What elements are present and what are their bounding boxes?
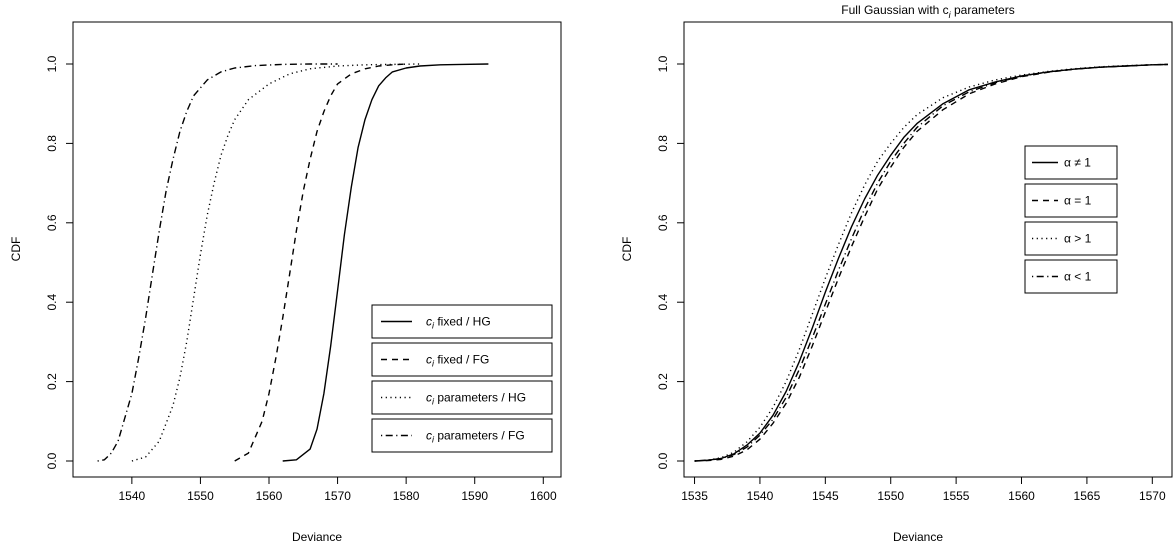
- legend-label: α > 1: [1064, 232, 1092, 246]
- x-axis-label: Deviance: [292, 530, 342, 544]
- legend-box: [1024, 221, 1118, 256]
- series-line-dotdash: [97, 63, 338, 462]
- right-chart-panel: 1535 1540 1545 1550 1555 1560 1565 1570 0.0 0.2 0.…: [620, 3, 1173, 544]
- legend-label-subscript: i: [432, 321, 435, 331]
- y-tick-label: 0.2: [45, 373, 59, 390]
- plot-frame: [72, 21, 562, 478]
- x-tick-label: 1535: [681, 489, 708, 503]
- x-tick-label: 1590: [461, 489, 488, 503]
- legend-label: ci parameters / HG: [426, 391, 526, 407]
- chart-title-part: parameters: [951, 3, 1015, 17]
- y-tick-label: 0.4: [45, 294, 59, 311]
- series-line-dotdash: [694, 63, 1169, 462]
- y-tick-label: 0.6: [45, 214, 59, 231]
- x-tick-label: 1550: [187, 489, 214, 503]
- y-tick-label: 0.0: [45, 452, 59, 469]
- chart-title-part: Full Gaussian with c: [841, 3, 948, 17]
- left-chart-panel: 1540 1550 1560 1570 1580 1590 1600 0.0 0.2 0.4 0.6…: [9, 21, 562, 544]
- x-axis-label: Deviance: [893, 530, 943, 544]
- series-line-dashed: [694, 63, 1169, 462]
- legend-label: α < 1: [1064, 270, 1092, 284]
- x-tick-label: 1545: [812, 489, 839, 503]
- legend-box: [1024, 259, 1118, 294]
- legend-label-part: parameters / HG: [434, 391, 526, 405]
- x-tick-label: 1560: [1008, 489, 1035, 503]
- legend-label-subscript: i: [432, 359, 435, 369]
- x-tick-label: 1570: [324, 489, 351, 503]
- legend-label-subscript: i: [432, 435, 435, 445]
- x-tick-label: 1580: [393, 489, 420, 503]
- x-tick-label: 1565: [1074, 489, 1101, 503]
- y-tick-label: 0.8: [45, 135, 59, 152]
- y-axis-label: CDF: [620, 237, 634, 262]
- series-line-dashed: [234, 63, 407, 462]
- legend-box: [371, 380, 553, 415]
- y-tick-label: 1.0: [45, 55, 59, 72]
- legend-label-part: fixed / HG: [434, 315, 491, 329]
- legend-label: ci parameters / FG: [426, 429, 525, 445]
- legend-label-part: c: [426, 315, 432, 329]
- y-tick-label: 0.2: [656, 373, 670, 390]
- series-line-solid: [282, 63, 489, 462]
- x-tick-label: 1555: [943, 489, 970, 503]
- legend-label-part: fixed / FG: [434, 353, 489, 367]
- x-tick-label: 1600: [530, 489, 557, 503]
- legend-label: α = 1: [1064, 194, 1092, 208]
- legend-label: α ≠ 1: [1064, 156, 1091, 170]
- y-tick-label: 0.4: [656, 294, 670, 311]
- chart-title: Full Gaussian with ci parameters: [841, 3, 1014, 20]
- x-tick-label: 1540: [747, 489, 774, 503]
- legend-label-part: c: [426, 429, 432, 443]
- y-tick-label: 0.6: [656, 214, 670, 231]
- y-tick-label: 0.8: [656, 135, 670, 152]
- legend-label-subscript: i: [432, 397, 435, 407]
- x-tick-label: 1570: [1139, 489, 1166, 503]
- x-tick-label: 1560: [256, 489, 283, 503]
- legend-label-part: parameters / FG: [434, 429, 525, 443]
- legend-box: [1024, 183, 1118, 218]
- legend-label: ci fixed / FG: [426, 353, 489, 369]
- x-tick-label: 1540: [119, 489, 146, 503]
- legend-label-part: c: [426, 391, 432, 405]
- legend-box: [371, 342, 553, 377]
- y-axis-label: CDF: [9, 237, 23, 262]
- legend-label: ci fixed / HG: [426, 315, 491, 331]
- y-tick-label: 0.0: [656, 452, 670, 469]
- legend-label-part: c: [426, 353, 432, 367]
- plot-frame: [683, 21, 1173, 478]
- chart-title-subscript: i: [949, 10, 952, 20]
- y-tick-label: 1.0: [656, 55, 670, 72]
- x-tick-label: 1550: [877, 489, 904, 503]
